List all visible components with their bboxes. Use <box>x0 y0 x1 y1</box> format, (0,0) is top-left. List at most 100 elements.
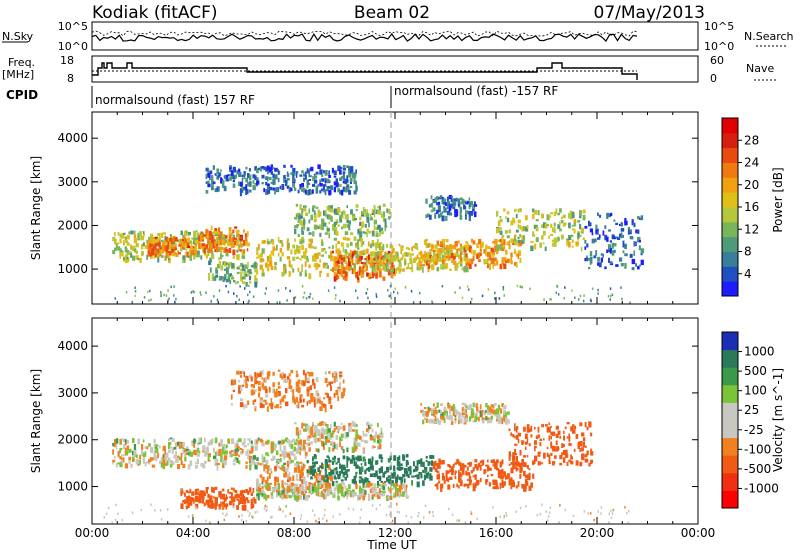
power-cell <box>216 246 219 253</box>
power-cell <box>523 226 525 231</box>
velocity-cell <box>292 438 296 442</box>
power-cell <box>375 295 378 298</box>
velocity-cell <box>268 386 271 389</box>
power-cell <box>602 230 605 236</box>
power-cell <box>479 251 482 254</box>
velocity-cell <box>418 472 422 475</box>
power-cell <box>593 255 597 259</box>
power-cell <box>174 247 177 250</box>
velocity-cell <box>272 371 275 376</box>
power-cell <box>463 267 467 273</box>
power-cell <box>301 185 305 190</box>
velocity-cell <box>189 451 194 457</box>
power-cell <box>583 294 585 297</box>
power-cell <box>557 293 560 296</box>
power-cell <box>243 273 246 280</box>
velocity-cell <box>337 474 341 480</box>
velocity-cell <box>321 401 323 406</box>
power-cell <box>312 205 316 209</box>
velocity-cell <box>330 442 334 446</box>
power-cell <box>456 210 459 216</box>
power-cell <box>142 231 145 235</box>
power-cell <box>571 211 575 215</box>
power-cell <box>474 201 476 206</box>
velocity-cell <box>153 455 157 461</box>
velocity-cell <box>204 450 207 457</box>
power-cell <box>344 277 348 281</box>
velocity-cell <box>261 370 264 376</box>
power-cell <box>445 248 448 253</box>
power-cell <box>294 225 297 229</box>
power-cell <box>598 214 602 218</box>
velocity-cell <box>286 493 289 498</box>
power-cell <box>218 241 220 247</box>
power-cell <box>236 232 239 236</box>
velocity-cell <box>193 450 197 455</box>
velocity-cell <box>364 477 367 483</box>
power-cell <box>292 183 296 188</box>
velocity-cell <box>530 426 533 432</box>
velocity-cell <box>115 503 117 507</box>
power-cell <box>355 180 357 186</box>
power-cell <box>582 237 585 240</box>
velocity-cell <box>494 462 498 467</box>
power-cell <box>344 249 348 254</box>
power-cell <box>340 254 345 260</box>
velocity-cell <box>303 428 307 432</box>
power-cell <box>387 260 392 265</box>
power-cell <box>256 168 259 174</box>
power-cell <box>584 258 587 262</box>
power-cell <box>377 239 379 245</box>
velocity-cell <box>443 419 446 424</box>
velocity-cell <box>317 473 320 476</box>
power-cell <box>333 221 336 227</box>
power-cell <box>306 185 309 189</box>
velocity-cell <box>393 492 395 496</box>
power-cell <box>317 209 320 216</box>
power-cell <box>508 240 511 244</box>
velocity-cell <box>256 372 259 379</box>
velocity-cell <box>266 494 270 499</box>
velocity-cell <box>252 488 255 493</box>
velocity-cell <box>544 424 548 427</box>
velocity-cell <box>492 506 494 509</box>
power-cell <box>448 212 453 216</box>
power-cell <box>153 255 156 259</box>
power-cell <box>205 181 209 184</box>
power-cell <box>358 255 362 261</box>
power-cell <box>256 270 259 275</box>
velocity-colorbar-frame <box>721 331 739 509</box>
power-cell <box>465 241 468 244</box>
power-cell <box>160 255 164 258</box>
velocity-cell <box>319 477 322 483</box>
power-cell <box>156 248 160 251</box>
power-cell <box>169 238 173 242</box>
velocity-cell <box>321 421 324 426</box>
power-cell <box>218 261 222 267</box>
velocity-cell <box>317 467 320 473</box>
power-cell <box>598 234 601 239</box>
velocity-cell <box>274 482 278 486</box>
velocity-cell <box>211 438 214 443</box>
velocity-cell <box>247 400 250 405</box>
power-cell <box>279 248 282 253</box>
velocity-cell <box>288 483 292 486</box>
power-cell <box>373 224 376 231</box>
power-cell <box>183 237 187 242</box>
velocity-cell <box>317 396 321 400</box>
power-cell <box>172 239 175 242</box>
velocity-cell <box>355 446 358 450</box>
velocity-cell <box>358 442 361 447</box>
power-cell <box>582 299 585 303</box>
velocity-cell <box>512 452 515 457</box>
power-cell <box>521 235 524 241</box>
velocity-cell <box>367 430 370 434</box>
velocity-cell <box>387 481 390 484</box>
power-cell <box>297 245 301 249</box>
velocity-cell <box>550 441 552 447</box>
velocity-cell <box>180 503 184 509</box>
velocity-cell <box>315 390 319 397</box>
power-cell <box>207 251 210 256</box>
velocity-cell <box>236 449 240 452</box>
velocity-cell <box>214 451 217 456</box>
